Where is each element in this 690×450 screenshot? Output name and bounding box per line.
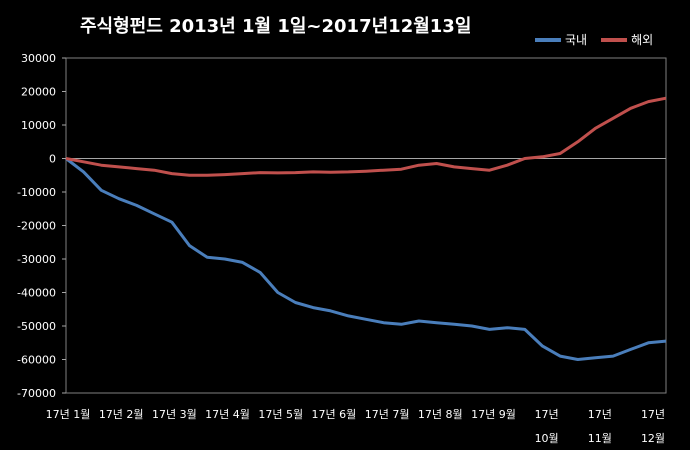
y-tick-label: 20000 xyxy=(21,86,56,99)
x-tick-label: 17년 9월 xyxy=(471,408,516,421)
plot-area-border xyxy=(65,57,667,394)
y-tick-label: -60000 xyxy=(17,354,56,367)
legend-item-overseas: 해외 xyxy=(601,31,653,48)
legend-label-domestic: 국내 xyxy=(565,33,588,47)
y-tick-label: 0 xyxy=(49,153,56,166)
y-tick-label: 10000 xyxy=(21,119,56,132)
x-tick-label: 17년 2월 xyxy=(99,408,144,421)
legend-swatch-domestic xyxy=(535,37,561,42)
x-tick-label: 17년 11월 xyxy=(588,408,612,445)
x-tick-label: 17년 7월 xyxy=(365,408,410,421)
y-tick-label: -40000 xyxy=(17,287,56,300)
legend-swatch-overseas xyxy=(601,37,628,42)
y-tick-label: -10000 xyxy=(17,186,56,199)
x-tick-label: 17년 4월 xyxy=(205,408,250,421)
series-line-overseas xyxy=(65,96,667,177)
y-tick-label: -50000 xyxy=(17,320,56,333)
x-tick-label: 17년 5월 xyxy=(258,408,303,421)
legend-item-domestic: 국내 xyxy=(535,31,587,48)
x-tick-label: 17년 6월 xyxy=(312,408,357,421)
y-tick-label: -30000 xyxy=(17,253,56,266)
legend-label-overseas: 해외 xyxy=(631,33,654,47)
x-tick-label: 17년 12월 xyxy=(641,408,665,445)
x-tick-label: 17년 8월 xyxy=(418,408,463,421)
x-tick-label: 17년 10월 xyxy=(535,408,559,445)
y-tick-label: -20000 xyxy=(17,220,56,233)
x-tick-label: 17년 1월 xyxy=(46,408,91,421)
y-tick-label: -70000 xyxy=(17,387,56,400)
y-tick-label: 30000 xyxy=(21,52,56,65)
chart-title: 주식형펀드 2013년 1월 1일~2017년12월13일 xyxy=(80,16,472,37)
series-line-domestic xyxy=(65,157,667,361)
chart-legend: 국내 해외 xyxy=(535,31,653,48)
x-tick-label: 17년 3월 xyxy=(152,408,197,421)
